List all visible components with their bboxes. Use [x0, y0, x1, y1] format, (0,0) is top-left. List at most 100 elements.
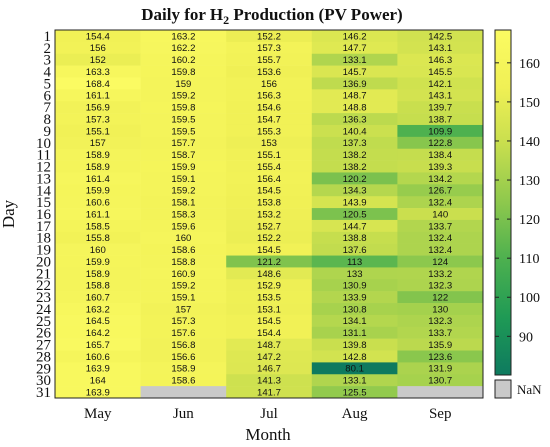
heatmap-cell: [397, 113, 484, 126]
heatmap-cell: [140, 326, 227, 339]
cell-value-label: 159.1: [171, 292, 195, 303]
cell-value-label: 148.6: [257, 269, 281, 280]
x-tick-labels: May Jun Jul Aug Sep: [84, 406, 451, 422]
heatmap-cell: [55, 255, 141, 268]
y-tick-label: 23: [36, 290, 51, 306]
heatmap-cell: [311, 65, 398, 78]
heatmap-cell: [140, 89, 227, 102]
cell-value-label: 147.2: [257, 352, 281, 363]
heatmap-cell: [397, 326, 484, 339]
heatmap-cell: [226, 41, 313, 55]
x-tick-label: Jun: [173, 406, 194, 422]
colorbar-tick-label: 110: [519, 252, 539, 267]
heatmap-cell: [311, 184, 398, 197]
heatmap-cell: [140, 101, 227, 114]
heatmap-cell: [226, 77, 313, 90]
cell-value-label: 157.3: [257, 43, 281, 54]
cell-value-label: 163.3: [86, 67, 110, 78]
heatmap-cell: [226, 148, 313, 161]
cell-value-label: 164.2: [86, 328, 110, 339]
heatmap-cell: [140, 291, 227, 304]
heatmap-cell: [311, 255, 398, 268]
cell-value-label: 132.3: [428, 281, 452, 292]
heatmap-cell: [140, 338, 227, 351]
cell-value-label: 158.3: [171, 209, 195, 220]
heatmap-cell: [311, 208, 398, 221]
heatmap-cell: [311, 148, 398, 161]
cell-value-label: 133.7: [428, 221, 452, 232]
heatmap-cell: [140, 160, 227, 173]
cell-value-label: 153.6: [257, 67, 281, 78]
heatmap-cell: [397, 124, 484, 138]
heatmap-cell: [226, 279, 313, 292]
colorbar-tick-label: 90: [519, 330, 533, 345]
heatmap-cell: [55, 219, 141, 233]
heatmap-cell: [226, 350, 313, 363]
heatmap-cell: [226, 208, 313, 221]
cell-value-label: 153: [261, 138, 277, 149]
y-tick-label: 28: [36, 349, 51, 365]
cell-value-label: 148.7: [257, 340, 281, 351]
cell-value-label: 139.3: [428, 162, 452, 173]
heatmap-cell: [397, 196, 484, 209]
y-tick-label: 29: [36, 361, 51, 377]
heatmap-cell: [55, 386, 141, 399]
heatmap-cell: [397, 386, 484, 399]
heatmap-cell: [226, 30, 313, 43]
cell-value-label: 135.9: [428, 340, 452, 351]
heatmap-cell: [140, 124, 227, 138]
nan-legend-swatch: [494, 379, 512, 399]
heatmap-cell: [140, 303, 227, 316]
cell-value-label: 168.4: [86, 79, 111, 90]
heatmap-cell: [226, 338, 313, 351]
y-tick-label: 17: [36, 219, 52, 235]
heatmap-cell: [55, 350, 141, 363]
heatmap-cell: [226, 303, 313, 316]
cell-value-label: 148.8: [343, 103, 367, 114]
heatmap-cell: [140, 279, 227, 292]
y-tick-label: 24: [36, 302, 52, 318]
heatmap-cell: [226, 255, 313, 268]
heatmap-cell: [55, 303, 141, 316]
y-tick-label: 2: [44, 41, 52, 57]
heatmap-cell: [311, 41, 398, 55]
cell-value-label: 159: [175, 79, 191, 90]
heatmap-cell: [397, 279, 484, 292]
heatmap-cell: [397, 53, 484, 66]
y-tick-label: 9: [44, 124, 52, 140]
cell-value-label: 157: [90, 138, 106, 149]
cell-value-label: 153.5: [257, 292, 281, 303]
heatmap-cell: [55, 362, 141, 375]
heatmap-cell: [55, 101, 141, 114]
y-axis-label: Day: [0, 199, 18, 228]
heatmap-cell: [55, 231, 141, 244]
heatmap-cell: [397, 314, 484, 328]
y-tick-label: 30: [36, 373, 51, 389]
heatmap-cell: [311, 267, 398, 280]
colorbar-tick-label: 120: [519, 213, 540, 228]
cell-value-label: 164.5: [86, 316, 110, 327]
cell-value-label: 144.7: [343, 221, 367, 232]
heatmap-cell: [55, 136, 141, 150]
colorbar-ticks: 90 100 110 120 130 140 150 160: [495, 57, 540, 345]
cell-value-label: 131.1: [343, 328, 367, 339]
cell-value-label: 160: [90, 245, 106, 256]
heatmap-cell: [226, 267, 313, 280]
cell-value-label: 159.2: [171, 186, 195, 197]
heatmap-cell: [55, 89, 141, 102]
heatmap-cell: [226, 362, 313, 375]
cell-value-label: 133.1: [343, 55, 367, 66]
heatmap-cell: [397, 65, 484, 78]
heatmap-cell: [311, 124, 398, 138]
cell-value-label: 140: [432, 209, 448, 220]
heatmap-cell: [140, 136, 227, 150]
heatmap-cell: [311, 362, 398, 375]
cell-value-label: 132.4: [428, 233, 453, 244]
heatmap-cell: [55, 314, 141, 328]
cell-value-label: 155.1: [257, 150, 281, 161]
heatmap-cell: [226, 196, 313, 209]
y-tick-labels: 1234567891011121314151617181920212223242…: [36, 29, 52, 401]
y-tick-label: 13: [36, 171, 51, 187]
cell-value-label: 159.2: [171, 91, 195, 102]
cell-value-label: 158.9: [86, 150, 110, 161]
